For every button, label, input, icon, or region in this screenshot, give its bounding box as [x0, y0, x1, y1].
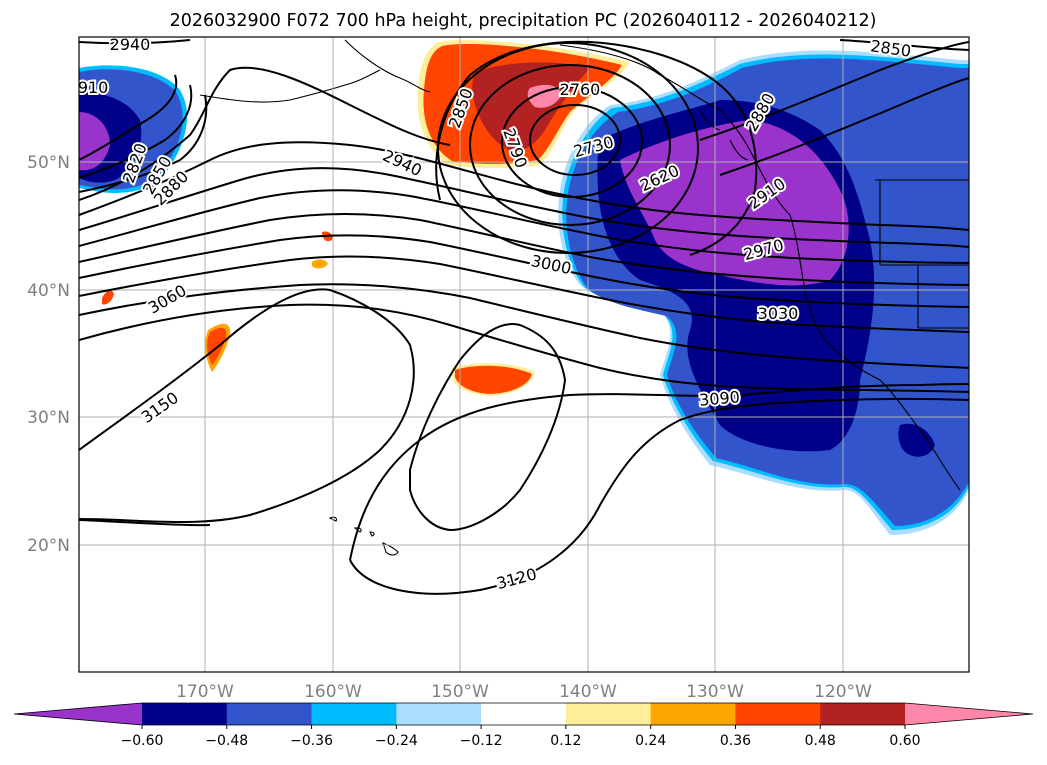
contour-label: 2760 [560, 80, 601, 99]
lon-label: 120°W [814, 682, 872, 702]
lat-label: 30°N [27, 408, 70, 428]
contour-label: 3030 [758, 304, 799, 323]
contour-label: 2910 [68, 78, 109, 97]
lat-label: 40°N [27, 281, 70, 301]
colorbar-segment [142, 703, 228, 725]
colorbar-segment [226, 703, 313, 725]
contour-label: 3090 [698, 387, 740, 409]
lat-label: 50°N [27, 153, 70, 173]
colorbar-tick-label: −0.36 [290, 733, 333, 749]
map-layers: 2940 2850 2910 2820 2850 2880 2850 2760 … [68, 35, 969, 672]
map-frame [78, 36, 970, 673]
colorbar-tick-label: 0.48 [805, 733, 836, 749]
colorbar-segment [735, 703, 821, 725]
lon-label: 160°W [304, 682, 362, 702]
lon-label: 150°W [431, 682, 489, 702]
colorbar-segment [820, 703, 906, 725]
colorbar-segment [396, 703, 482, 725]
colorbar-tick-label: 0.60 [889, 733, 920, 749]
lon-label: 170°W [176, 682, 234, 702]
colorbar-segment [565, 703, 652, 725]
colorbar-tick-label: −0.24 [375, 733, 418, 749]
colorbar-segment [481, 703, 567, 725]
colorbar-tick-label: 0.12 [550, 733, 581, 749]
colorbar-tick-label: 0.24 [635, 733, 666, 749]
colorbar-tick-label: −0.12 [460, 733, 503, 749]
height-contours [79, 39, 969, 595]
chart-title: 2026032900 F072 700 hPa height, precipit… [170, 11, 877, 31]
colorbar-tick-label: −0.60 [121, 733, 164, 749]
contour-label: 2940 [110, 35, 151, 54]
colorbar-extend-low [14, 703, 142, 725]
lon-label: 140°W [559, 682, 617, 702]
lat-label: 20°N [27, 536, 70, 556]
colorbar-tick-label: −0.48 [205, 733, 248, 749]
colorbar-tick-label: 0.36 [720, 733, 751, 749]
colorbar: −0.60 −0.48 −0.36 −0.24 −0.12 0.12 0.24 0.36 0.4… [13, 702, 1034, 749]
colorbar-segment [311, 703, 397, 725]
colorbar-segment [650, 703, 736, 725]
colorbar-extend-high [905, 703, 1033, 725]
lon-label: 130°W [686, 682, 744, 702]
